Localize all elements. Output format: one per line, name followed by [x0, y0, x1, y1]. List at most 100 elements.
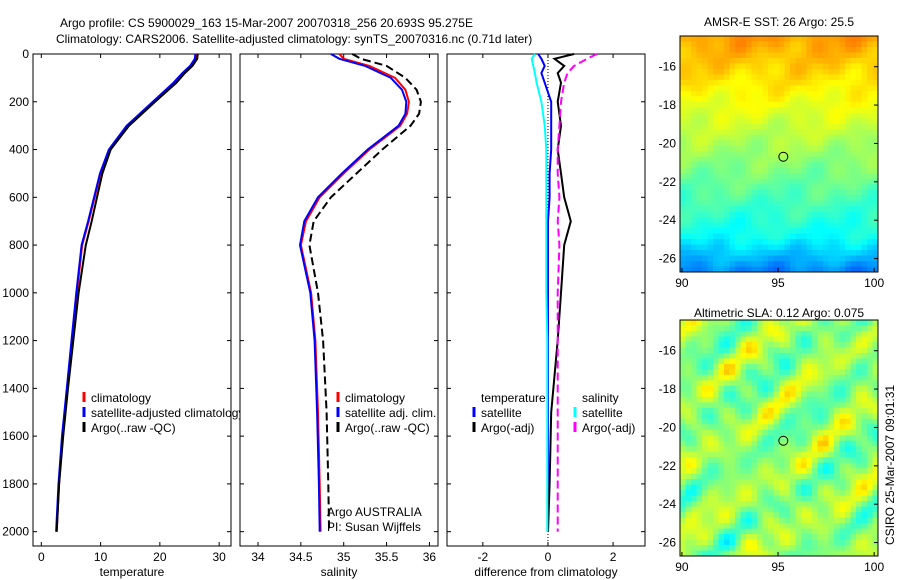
map-cell	[861, 184, 868, 191]
map-cell	[817, 534, 824, 540]
map-cell	[839, 391, 846, 398]
map-cell	[779, 501, 785, 508]
map-cell	[680, 255, 686, 262]
map-cell	[696, 429, 703, 436]
map-cell	[762, 451, 769, 458]
legend-label: Argo(..raw -QC)	[345, 421, 430, 435]
map-cell	[845, 145, 851, 152]
map-cell	[702, 123, 708, 130]
map-cell	[691, 440, 697, 447]
map-cell	[768, 440, 774, 447]
map-cell	[779, 250, 785, 256]
map-cell	[757, 46, 763, 53]
map-cell	[696, 118, 703, 125]
map-cell	[685, 385, 692, 392]
map-cell	[801, 462, 807, 469]
map-cell	[845, 528, 851, 535]
map-cell	[856, 418, 862, 425]
x-tick-label: 20	[153, 550, 167, 564]
y-tick-label: 1800	[2, 477, 29, 491]
map-cell	[691, 501, 697, 508]
map-cell	[702, 96, 708, 103]
map-cell	[784, 523, 791, 529]
map-cell	[718, 325, 725, 332]
map-cell	[801, 396, 807, 403]
map-cell	[762, 352, 769, 359]
map-cell	[779, 534, 785, 540]
map-cell	[861, 352, 868, 359]
map-cell	[806, 85, 813, 92]
map-cell	[740, 239, 747, 245]
map-cell	[839, 358, 846, 365]
map-cell	[872, 167, 879, 174]
map-cell	[680, 195, 686, 202]
map-cell	[746, 424, 752, 431]
map-cell	[762, 167, 769, 174]
map-cell	[779, 123, 785, 130]
map-cell	[729, 468, 736, 475]
map-cell	[784, 250, 791, 256]
map-cell	[680, 462, 686, 469]
map-cell	[757, 495, 763, 502]
map-cell	[790, 490, 796, 497]
map-cell	[839, 184, 846, 191]
map-cell	[707, 523, 714, 529]
map-cell	[680, 167, 686, 174]
map-cell	[702, 490, 708, 497]
map-cell	[729, 145, 736, 152]
map-cell	[729, 341, 736, 348]
map-cell	[751, 407, 758, 414]
map-cell	[817, 90, 824, 97]
map-cell	[768, 151, 774, 158]
map-cell	[735, 57, 741, 64]
map-cell	[845, 385, 851, 392]
map-cell	[861, 41, 868, 48]
map-cell	[834, 250, 840, 256]
map-cell	[746, 189, 752, 196]
map-cell	[872, 233, 879, 240]
map-cell	[707, 178, 714, 185]
map-cell	[691, 358, 697, 365]
map-cell	[707, 369, 714, 376]
map-cell	[795, 244, 802, 251]
map-cell	[724, 46, 730, 53]
map-cell	[729, 506, 736, 513]
map-cell	[845, 429, 851, 436]
map-cell	[801, 490, 807, 497]
map-cell	[850, 107, 857, 114]
map-cell	[861, 363, 868, 370]
map-cell	[856, 479, 862, 486]
map-cell	[735, 336, 741, 343]
map-cell	[713, 217, 719, 224]
map-cell	[839, 363, 846, 370]
map-cell	[735, 90, 741, 97]
map-cell	[757, 96, 763, 103]
map-cell	[702, 424, 708, 431]
map-cell	[779, 374, 785, 381]
map-cell	[685, 473, 692, 480]
map-cell	[867, 424, 873, 431]
map-cell	[861, 506, 868, 513]
map-cell	[751, 123, 758, 130]
map-cell	[696, 550, 703, 557]
map-cell	[817, 123, 824, 130]
map-cell	[861, 369, 868, 376]
map-cell	[729, 101, 736, 108]
map-cell	[790, 63, 796, 70]
map-cell	[768, 363, 774, 370]
map-cell	[845, 151, 851, 158]
map-cell	[724, 429, 730, 436]
map-cell	[691, 473, 697, 480]
map-cell	[823, 195, 829, 202]
map-cell	[795, 402, 802, 409]
map-cell	[718, 336, 725, 343]
map-cell	[707, 250, 714, 256]
map-cell	[839, 46, 846, 53]
y-tick-label: -24	[659, 213, 677, 227]
map-cell	[696, 222, 703, 229]
map-cell	[845, 320, 851, 326]
map-cell	[834, 101, 840, 108]
map-cell	[801, 320, 807, 326]
map-cell	[680, 479, 686, 486]
map-cell	[779, 320, 785, 326]
